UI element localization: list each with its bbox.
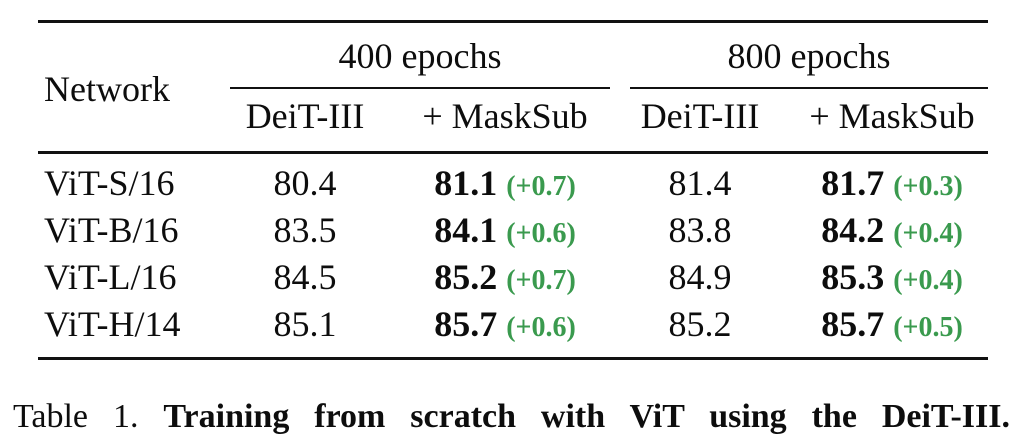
header-bottom-rule [38, 151, 988, 154]
column-header-masksub-400: + MaskSub [422, 96, 588, 136]
masksub-400-delta: (+0.6) [506, 312, 576, 343]
network-column-header: Network [44, 69, 170, 109]
column-header-deit3-800: DeiT-III [640, 96, 760, 136]
deit3-800-value: 81.4 [668, 163, 732, 203]
group-header-400-epochs: 400 epochs [338, 36, 502, 76]
cmidrule-800-epochs [630, 87, 988, 89]
masksub-800-delta: (+0.4) [893, 265, 963, 296]
masksub-400-value: 84.1 (+0.6) [398, 210, 612, 254]
masksub-400-delta: (+0.7) [506, 265, 576, 296]
deit3-400-value: 80.4 [273, 163, 337, 203]
deit3-800-value: 83.8 [668, 210, 732, 250]
deit3-800-value: 84.9 [668, 257, 732, 297]
masksub-400-score: 85.2 [434, 257, 498, 297]
caption-label: Table 1. [13, 398, 139, 435]
masksub-800-score: 85.3 [821, 257, 885, 297]
masksub-800-value: 85.7 (+0.5) [788, 304, 996, 348]
table-caption: Table 1. Training from scratch with ViT … [13, 397, 1010, 437]
masksub-400-score: 85.7 [434, 304, 498, 344]
network-cell: ViT-L/16 [44, 257, 177, 297]
masksub-400-value: 85.7 (+0.6) [398, 304, 612, 348]
network-cell: ViT-H/14 [44, 304, 181, 344]
deit3-400-value: 85.1 [273, 304, 337, 344]
network-cell: ViT-S/16 [44, 163, 175, 203]
table-row: ViT-S/16 80.4 81.1 (+0.7) 81.4 81.7 (+0.… [0, 163, 1024, 203]
table-top-rule [38, 20, 988, 23]
masksub-800-value: 81.7 (+0.3) [788, 163, 996, 207]
network-cell: ViT-B/16 [44, 210, 179, 250]
masksub-800-delta: (+0.4) [893, 218, 963, 249]
masksub-800-score: 81.7 [821, 163, 885, 203]
masksub-400-score: 81.1 [434, 163, 498, 203]
masksub-800-value: 85.3 (+0.4) [788, 257, 996, 301]
masksub-400-score: 84.1 [434, 210, 498, 250]
caption-text: Training from scratch with ViT using the… [163, 398, 1011, 435]
masksub-800-score: 85.7 [821, 304, 885, 344]
masksub-800-value: 84.2 (+0.4) [788, 210, 996, 254]
masksub-800-delta: (+0.5) [893, 312, 963, 343]
group-header-800-epochs: 800 epochs [727, 36, 891, 76]
masksub-800-score: 84.2 [821, 210, 885, 250]
table-row: ViT-H/14 85.1 85.7 (+0.6) 85.2 85.7 (+0.… [0, 304, 1024, 344]
deit3-400-value: 84.5 [273, 257, 337, 297]
deit3-400-value: 83.5 [273, 210, 337, 250]
deit3-800-value: 85.2 [668, 304, 732, 344]
column-header-masksub-800: + MaskSub [809, 96, 975, 136]
table-bottom-rule [38, 357, 988, 360]
masksub-400-delta: (+0.7) [506, 171, 576, 202]
masksub-400-value: 85.2 (+0.7) [398, 257, 612, 301]
cmidrule-400-epochs [230, 87, 610, 89]
table-row: ViT-L/16 84.5 85.2 (+0.7) 84.9 85.3 (+0.… [0, 257, 1024, 297]
masksub-400-value: 81.1 (+0.7) [398, 163, 612, 207]
masksub-800-delta: (+0.3) [893, 171, 963, 202]
column-header-deit3-400: DeiT-III [245, 96, 365, 136]
table-row: ViT-B/16 83.5 84.1 (+0.6) 83.8 84.2 (+0.… [0, 210, 1024, 250]
masksub-400-delta: (+0.6) [506, 218, 576, 249]
